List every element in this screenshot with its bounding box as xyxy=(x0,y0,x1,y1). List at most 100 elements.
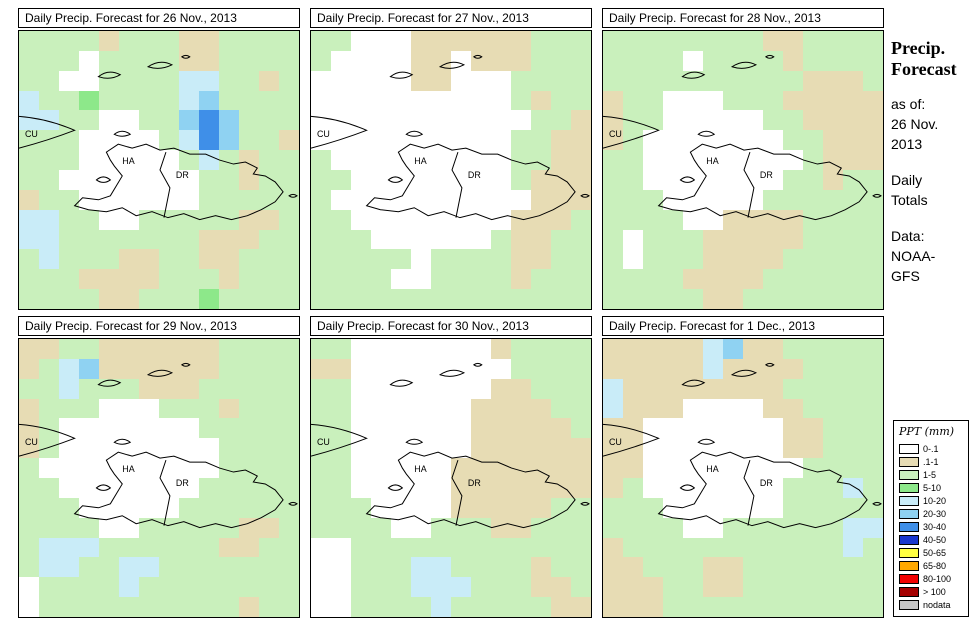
precip-cell xyxy=(551,50,571,71)
precip-cell xyxy=(571,249,591,270)
precip-cell xyxy=(259,478,279,498)
precip-cell xyxy=(823,209,843,230)
precip-cell xyxy=(723,398,743,419)
precip-cell xyxy=(371,249,391,270)
precip-cell xyxy=(59,339,79,359)
precip-cell xyxy=(723,557,743,578)
precip-cell xyxy=(59,289,79,309)
precip-cell xyxy=(551,90,571,111)
precip-cell xyxy=(259,289,279,309)
precip-cell xyxy=(159,31,179,51)
precip-cell xyxy=(623,269,643,290)
precip-cell xyxy=(571,339,591,359)
legend-swatch xyxy=(899,443,919,454)
precip-cell xyxy=(491,50,511,71)
precip-cell xyxy=(179,269,199,290)
precip-cell xyxy=(59,497,79,518)
precip-cell xyxy=(219,289,239,309)
precip-cell xyxy=(511,537,531,558)
precip-cell xyxy=(571,150,591,170)
precip-map: CU HA DR xyxy=(18,30,300,310)
panel-title: Daily Precip. Forecast for 1 Dec., 2013 xyxy=(602,316,884,336)
precip-cell xyxy=(259,229,279,250)
precip-cell xyxy=(79,438,99,459)
precip-cell xyxy=(863,557,883,578)
precip-cell xyxy=(663,537,683,558)
precip-cell xyxy=(551,577,571,598)
precip-cell xyxy=(471,90,491,111)
precip-cell xyxy=(571,50,591,71)
precip-cell xyxy=(571,398,591,419)
precip-cell xyxy=(471,517,491,538)
coastline-overlay: CU HA DR xyxy=(603,54,882,221)
precip-cell xyxy=(471,398,491,419)
precip-cell xyxy=(823,189,843,210)
precip-cell xyxy=(331,597,351,617)
precip-cell xyxy=(623,130,643,151)
precip-cell xyxy=(743,557,763,578)
precip-cell xyxy=(803,537,823,558)
precip-cell xyxy=(843,517,863,538)
precip-cell xyxy=(531,597,551,617)
precip-cell xyxy=(743,497,763,518)
precip-cell xyxy=(39,358,59,379)
hispaniola-coastline xyxy=(365,143,576,221)
legend-swatch xyxy=(899,521,919,532)
precip-cell xyxy=(623,339,643,359)
precip-cell xyxy=(603,537,623,558)
precip-cell xyxy=(219,577,239,598)
precip-cell xyxy=(451,70,471,91)
precip-cell xyxy=(79,249,99,270)
precip-cell xyxy=(331,249,351,270)
precip-cell xyxy=(683,597,703,617)
precip-cell xyxy=(763,150,783,170)
precip-cell xyxy=(351,269,371,290)
precip-cell xyxy=(199,170,219,190)
precip-cell xyxy=(39,269,59,290)
precip-cell xyxy=(531,339,551,359)
precip-cell xyxy=(683,70,703,91)
precip-cell xyxy=(239,31,259,51)
precip-cell xyxy=(531,170,551,190)
precip-cell xyxy=(239,497,259,518)
precip-cell xyxy=(863,438,883,459)
precip-cell xyxy=(623,378,643,399)
precip-cell xyxy=(311,110,331,131)
precip-cell xyxy=(703,458,723,478)
precip-cell xyxy=(603,418,623,439)
precip-cell xyxy=(511,130,531,151)
precip-cell xyxy=(823,170,843,190)
panel-title: Daily Precip. Forecast for 27 Nov., 2013 xyxy=(310,8,592,28)
precip-cell xyxy=(279,269,299,290)
precip-cell xyxy=(99,50,119,71)
precip-cell xyxy=(843,189,863,210)
precip-cell xyxy=(59,90,79,111)
precip-cell xyxy=(703,497,723,518)
precip-cell xyxy=(863,458,883,478)
precip-cell xyxy=(199,110,219,131)
precip-cell xyxy=(351,209,371,230)
precip-cell xyxy=(603,249,623,270)
precip-cell xyxy=(531,557,551,578)
precip-cell xyxy=(511,50,531,71)
precip-cell xyxy=(259,458,279,478)
precip-cell xyxy=(451,189,471,210)
precip-cell xyxy=(59,110,79,131)
precip-cell xyxy=(703,557,723,578)
precip-cell xyxy=(663,418,683,439)
precip-cell xyxy=(199,438,219,459)
precip-cell xyxy=(179,110,199,131)
precip-cell xyxy=(99,170,119,190)
precip-cell xyxy=(391,229,411,250)
legend-swatch xyxy=(899,495,919,506)
precip-cell xyxy=(663,577,683,598)
precip-cell xyxy=(803,358,823,379)
precip-cell xyxy=(431,358,451,379)
precip-cell xyxy=(571,577,591,598)
precip-cell xyxy=(783,537,803,558)
precip-map: CU HA DR xyxy=(602,30,884,310)
precip-cell xyxy=(723,90,743,111)
precip-cell xyxy=(723,378,743,399)
precip-cell xyxy=(331,478,351,498)
precip-cell xyxy=(239,577,259,598)
